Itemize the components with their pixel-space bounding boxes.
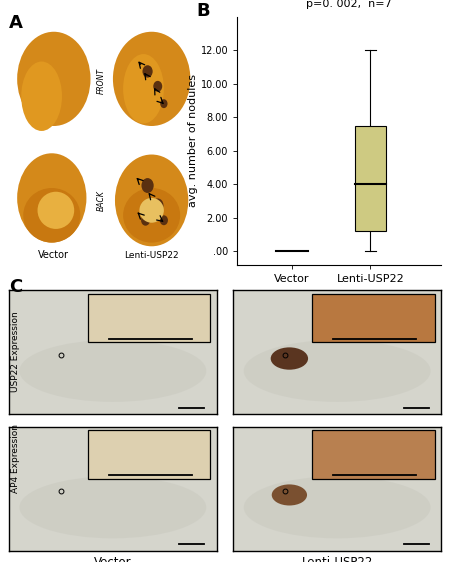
- Bar: [312, 430, 435, 479]
- Circle shape: [153, 81, 162, 92]
- Text: p=0. 002,  n=7: p=0. 002, n=7: [306, 0, 392, 10]
- Text: USP22 Expression: USP22 Expression: [11, 311, 20, 392]
- Ellipse shape: [115, 155, 188, 246]
- Bar: [312, 294, 435, 342]
- Text: AP4 Expression: AP4 Expression: [11, 424, 20, 492]
- X-axis label: Vector: Vector: [94, 556, 132, 562]
- Ellipse shape: [123, 54, 164, 124]
- Y-axis label: avg. number of nodules: avg. number of nodules: [188, 74, 198, 207]
- Ellipse shape: [140, 198, 164, 223]
- Bar: [88, 430, 211, 479]
- Ellipse shape: [17, 31, 90, 126]
- X-axis label: Lenti-USP22: Lenti-USP22: [302, 556, 373, 562]
- Circle shape: [141, 215, 150, 226]
- Text: FRONT: FRONT: [97, 69, 106, 94]
- Text: C: C: [9, 278, 22, 296]
- Text: Lenti-USP22: Lenti-USP22: [124, 251, 179, 260]
- Bar: [355, 126, 386, 232]
- Text: A: A: [9, 15, 23, 33]
- Bar: [88, 294, 211, 342]
- Ellipse shape: [17, 153, 86, 243]
- Text: B: B: [197, 2, 210, 20]
- Ellipse shape: [123, 188, 180, 243]
- Ellipse shape: [113, 31, 190, 126]
- Ellipse shape: [19, 340, 206, 402]
- Circle shape: [272, 484, 307, 505]
- Circle shape: [160, 215, 168, 225]
- Ellipse shape: [37, 192, 74, 229]
- Circle shape: [160, 99, 167, 108]
- Circle shape: [141, 178, 154, 193]
- Ellipse shape: [23, 188, 80, 243]
- Ellipse shape: [19, 477, 206, 538]
- Text: BACK: BACK: [97, 190, 106, 211]
- Text: Vector: Vector: [38, 250, 69, 260]
- Circle shape: [143, 65, 153, 78]
- Ellipse shape: [244, 340, 431, 402]
- Ellipse shape: [21, 61, 62, 131]
- Circle shape: [271, 347, 308, 370]
- Circle shape: [152, 198, 163, 212]
- Ellipse shape: [244, 477, 431, 538]
